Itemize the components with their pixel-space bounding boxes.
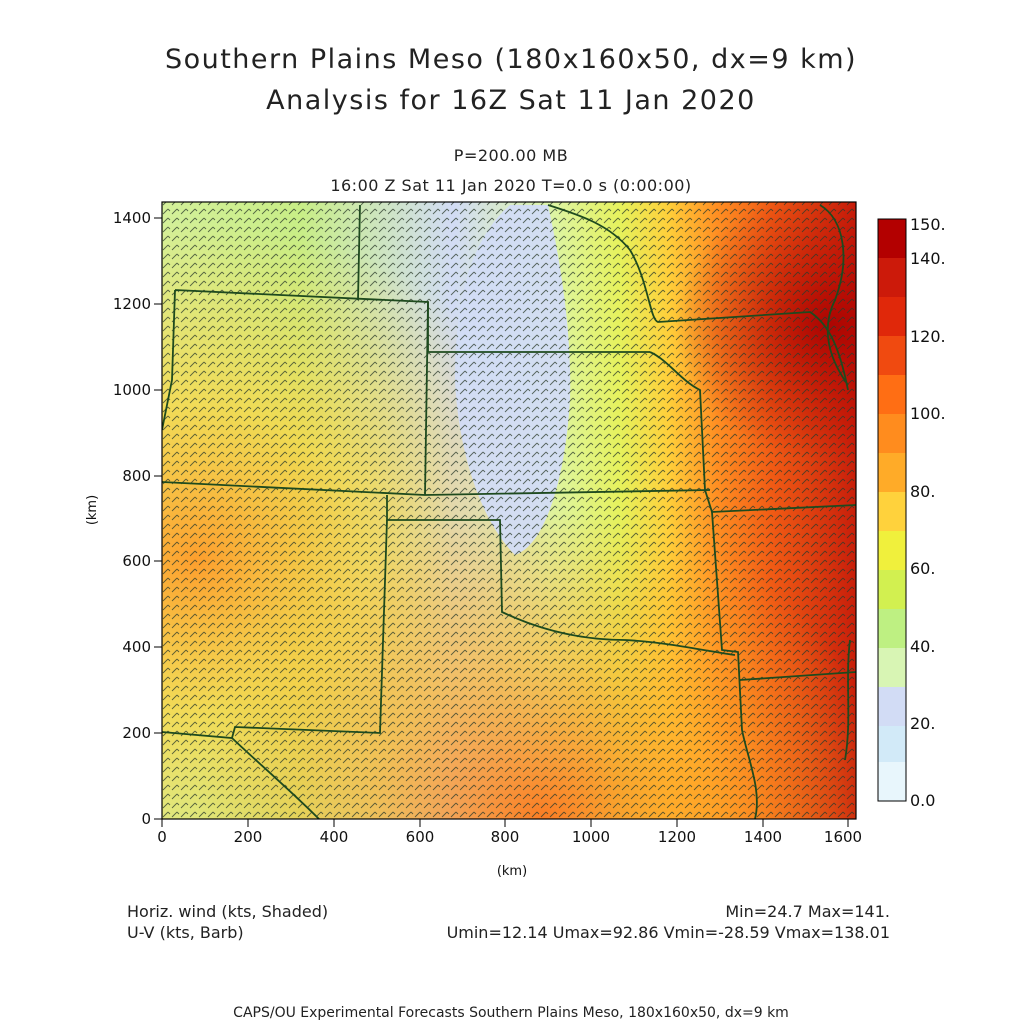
boundary-mississippi-river — [819, 204, 849, 386]
axis-ticks — [154, 217, 849, 827]
y-tick-label: 200 — [122, 724, 151, 742]
colorbar-bin — [878, 258, 906, 297]
x-tick-label: 600 — [406, 828, 435, 846]
y-tick-label: 400 — [122, 638, 151, 656]
colorbar-bin — [878, 336, 906, 375]
y-tick-label: 600 — [122, 552, 151, 570]
boundary-new-mexico-texas — [162, 519, 388, 739]
colorbar — [877, 218, 907, 802]
colorbar-label: 40. — [910, 637, 935, 656]
colorbar-bin — [878, 297, 906, 336]
boundary-arkansas-louisiana — [711, 511, 758, 819]
boundary-mississippi-lower — [844, 639, 851, 761]
y-tick-label: 1200 — [113, 295, 151, 313]
colorbar-bin — [878, 762, 906, 801]
x-tick-label: 800 — [491, 828, 520, 846]
y-tick-label: 1000 — [113, 381, 151, 399]
y-tick-label: 800 — [122, 467, 151, 485]
colorbar-label: 140. — [910, 249, 946, 268]
boundary-nebraska-iowa — [547, 204, 849, 391]
x-tick-label: 400 — [320, 828, 349, 846]
boundary-arkansas-missouri — [739, 671, 856, 681]
x-axis-label: (km) — [497, 864, 527, 879]
state-boundaries — [162, 204, 856, 819]
x-tick-label: 0 — [157, 828, 167, 846]
boundary-utah-colorado — [162, 289, 176, 431]
colorbar-label: 100. — [910, 404, 946, 423]
y-axis-label: (km) — [85, 495, 100, 525]
plot-frame — [161, 201, 857, 820]
y-tick-label: 0 — [141, 810, 151, 828]
boundary-texas-mexico — [231, 737, 321, 819]
colorbar-bin — [878, 531, 906, 570]
colorbar-label: 60. — [910, 559, 935, 578]
colorbar-bin — [878, 219, 906, 258]
colorbar-label: 0.0 — [910, 791, 935, 810]
colorbar-bin — [878, 726, 906, 762]
boundary-colorado-kansas — [424, 301, 429, 496]
colorbar-label: 120. — [910, 327, 946, 346]
legend-shaded: Horiz. wind (kts, Shaded) — [127, 902, 329, 921]
boundary-colorado-new-mexico — [162, 481, 711, 496]
colorbar-bin — [878, 414, 906, 453]
legend-uv-stats: Umin=12.14 Umax=92.86 Vmin=-28.59 Vmax=1… — [446, 923, 890, 942]
colorbar-label: 150. — [910, 215, 946, 234]
x-tick-label: 200 — [234, 828, 263, 846]
boundary-wyoming — [357, 204, 361, 301]
boundary-kansas-missouri — [649, 351, 856, 513]
x-tick-label: 1200 — [658, 828, 696, 846]
colorbar-bin — [878, 687, 906, 726]
colorbar-label: 20. — [910, 714, 935, 733]
boundary-oklahoma-texas — [386, 495, 736, 656]
wind-speed-shading — [162, 202, 856, 819]
x-tick-label: 1000 — [572, 828, 610, 846]
y-tick-label: 1400 — [113, 209, 151, 227]
colorbar-bin — [878, 492, 906, 531]
colorbar-bin — [878, 453, 906, 492]
colorbar-bin — [878, 375, 906, 414]
colorbar-label: 80. — [910, 482, 935, 501]
colorbar-bin — [878, 648, 906, 687]
colorbar-bin — [878, 570, 906, 609]
valid-time: 16:00 Z Sat 11 Jan 2020 T=0.0 s (0:00:00… — [330, 176, 692, 195]
title-line-2: Analysis for 16Z Sat 11 Jan 2020 — [266, 85, 756, 116]
credit-line: CAPS/OU Experimental Forecasts Southern … — [233, 1005, 789, 1021]
pressure-level: P=200.00 MB — [453, 146, 569, 165]
title-line-1: Southern Plains Meso (180x160x50, dx=9 k… — [164, 44, 858, 75]
legend-minmax: Min=24.7 Max=141. — [725, 902, 890, 921]
x-tick-label: 1400 — [744, 828, 782, 846]
colorbar-bin — [878, 609, 906, 648]
x-tick-label: 1600 — [824, 828, 862, 846]
legend-barb: U-V (kts, Barb) — [127, 923, 244, 942]
